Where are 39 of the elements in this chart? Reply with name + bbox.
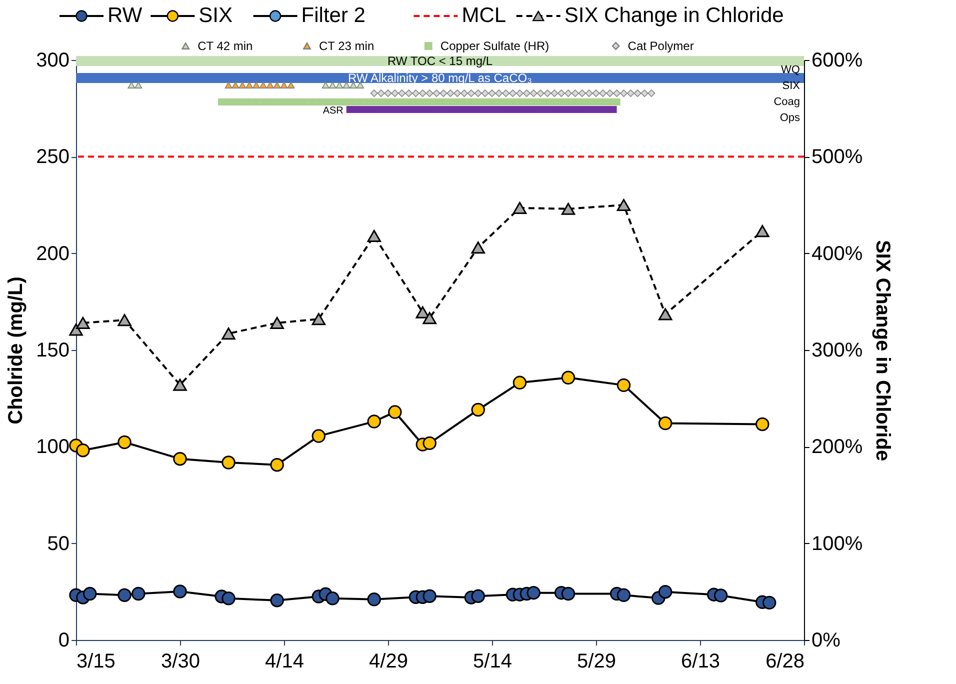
y2-axis-title: SIX Change in Chloride — [872, 240, 894, 462]
y-tick-label: 50 — [47, 532, 70, 555]
y-tick-label: 0 — [58, 630, 70, 652]
legend-label: RW — [108, 4, 142, 27]
y2-tick-label: 200% — [812, 436, 863, 458]
series-label: RW TOC < 15 mg/L — [387, 54, 493, 68]
legend-label: SIX Change in Chloride — [564, 4, 784, 27]
x-tick-label: 3/30 — [161, 650, 200, 672]
annotation: SIX — [782, 80, 801, 92]
x-tick-label: 5/14 — [473, 650, 512, 672]
y-axis-title: Cholride (mg/L) — [5, 276, 28, 424]
series-label: ASR — [322, 105, 344, 116]
y2-tick-label: 400% — [812, 242, 863, 265]
legend-label: SIX — [198, 4, 233, 27]
annotation: Coag — [774, 96, 800, 108]
y-tick-label: 150 — [36, 340, 70, 362]
legend-label: CT 23 min — [319, 39, 374, 53]
y-tick-label: 200 — [36, 242, 70, 265]
x-tick-label: 3/15 — [76, 650, 116, 672]
y2-tick-label: 100% — [812, 532, 863, 555]
annotation: Ops — [780, 112, 800, 124]
x-tick-label: 6/28 — [766, 650, 804, 672]
y2-tick-label: 600% — [812, 50, 863, 72]
y2-tick-label: 500% — [812, 146, 863, 168]
x-tick-label: 4/14 — [265, 650, 304, 672]
y-tick-label: 300 — [36, 50, 70, 72]
x-tick-label: 4/29 — [369, 650, 408, 672]
legend-label: MCL — [462, 4, 506, 27]
x-tick-label: 5/29 — [577, 650, 616, 672]
legend-label: CT 42 min — [198, 39, 253, 53]
legend-label: Cat Polymer — [628, 39, 694, 53]
y-tick-label: 250 — [36, 146, 70, 168]
y2-tick-label: 300% — [812, 340, 863, 362]
legend-label: Filter 2 — [301, 4, 366, 27]
y2-tick-label: 0% — [812, 630, 841, 652]
annotation: WQ — [781, 64, 800, 76]
x-tick-label: 6/13 — [681, 650, 720, 672]
legend-label: Copper Sulfate (HR) — [440, 39, 550, 53]
y-tick-label: 100 — [36, 436, 70, 458]
